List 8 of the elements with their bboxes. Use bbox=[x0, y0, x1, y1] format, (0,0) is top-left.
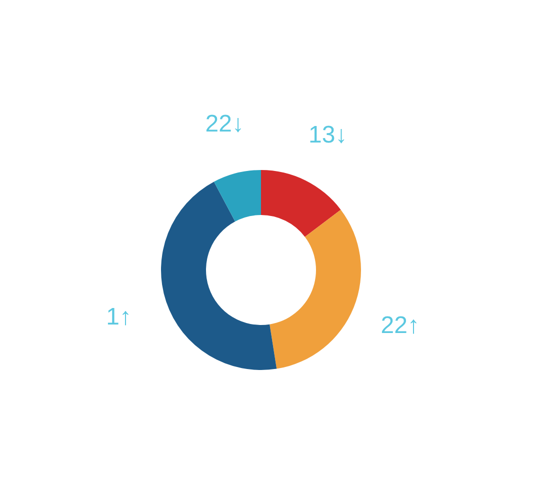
donut-slice bbox=[270, 210, 361, 369]
text: 13↓ bbox=[308, 122, 348, 149]
text: 22↓ bbox=[205, 110, 244, 138]
text: 1↑ bbox=[106, 304, 132, 331]
donut-slice bbox=[214, 170, 261, 222]
donut-slice bbox=[261, 170, 341, 237]
donut-slice bbox=[161, 182, 277, 370]
text: 22↑ bbox=[380, 312, 420, 340]
